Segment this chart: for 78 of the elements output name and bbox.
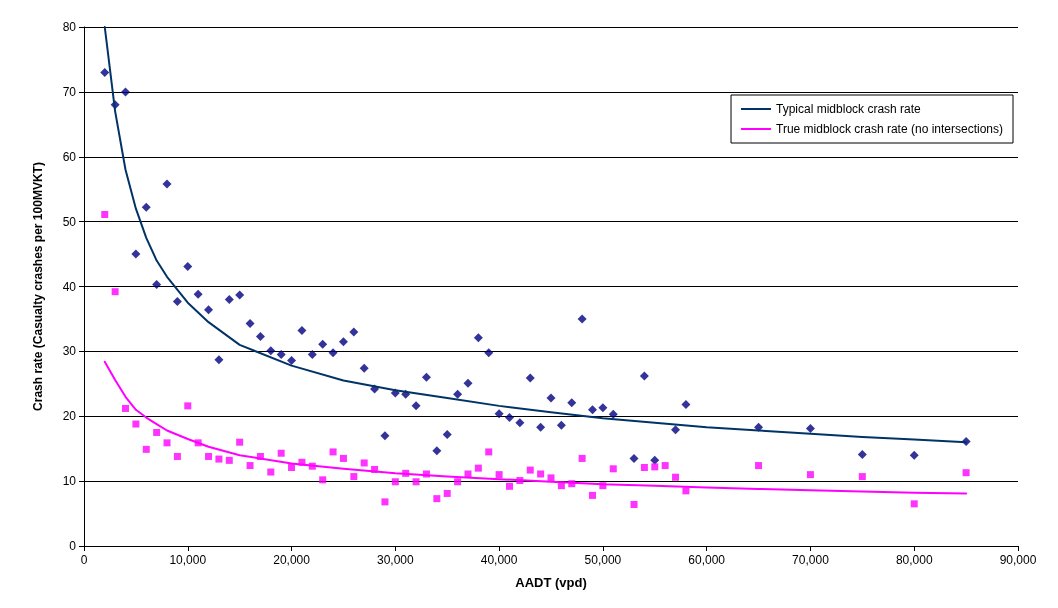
- point: [318, 339, 328, 349]
- point: [359, 363, 369, 373]
- y-tick-label: 80: [62, 20, 77, 34]
- point: [556, 420, 566, 430]
- point: [307, 350, 317, 360]
- x-axis-title: AADT (vpd): [515, 575, 587, 590]
- point: [484, 348, 494, 358]
- point: [349, 327, 359, 337]
- x-tick-label: 70,000: [792, 553, 830, 567]
- x-tick-label: 80,000: [895, 553, 933, 567]
- point: [608, 409, 618, 419]
- point: [432, 446, 442, 456]
- x-tick-label: 90,000: [999, 553, 1037, 567]
- point: [671, 425, 681, 435]
- y-tick-label: 50: [62, 214, 77, 229]
- point: [131, 249, 141, 259]
- point: [172, 296, 182, 306]
- line-series: [103, 360, 968, 495]
- point: [183, 261, 193, 271]
- legend-label: Typical midblock crash rate: [776, 102, 922, 116]
- x-tick-label: 30,000: [376, 553, 415, 567]
- point: [328, 348, 338, 358]
- point: [681, 400, 691, 410]
- point: [214, 355, 224, 365]
- point: [162, 179, 172, 189]
- point: [380, 431, 390, 441]
- y-tick-label: 10: [62, 474, 77, 489]
- point: [235, 290, 245, 300]
- point: [193, 289, 203, 299]
- point: [276, 350, 286, 360]
- point: [805, 424, 815, 434]
- point: [287, 355, 297, 365]
- y-tick-label: 40: [62, 279, 77, 294]
- point: [224, 294, 234, 304]
- legend-label: True midblock crash rate (no intersections): [776, 122, 1004, 136]
- x-tick-label: 10,000: [169, 553, 207, 567]
- point: [639, 371, 649, 381]
- y-tick-label: 0: [69, 539, 77, 553]
- point: [297, 326, 307, 336]
- point: [857, 450, 867, 460]
- point: [504, 413, 514, 423]
- x-tick-label: 50,000: [584, 553, 622, 567]
- x-tick-label: 40,000: [480, 553, 518, 567]
- point: [245, 318, 255, 328]
- point: [473, 333, 483, 343]
- point: [629, 453, 639, 463]
- point: [494, 409, 504, 419]
- y-tick-label: 20: [62, 409, 77, 424]
- point: [100, 67, 110, 77]
- y-axis-title: Crash rate (Casualty crashes per 100MVKT): [31, 162, 45, 411]
- point: [204, 305, 214, 315]
- point: [152, 280, 162, 290]
- point: [338, 337, 348, 347]
- x-tick-label: 0: [80, 553, 88, 567]
- point: [141, 202, 151, 212]
- point: [463, 378, 473, 388]
- point: [266, 346, 276, 356]
- point: [121, 87, 131, 97]
- point: [909, 450, 919, 460]
- x-tick-label: 60,000: [688, 553, 726, 567]
- y-tick-label: 70: [62, 84, 77, 99]
- point: [650, 455, 660, 465]
- point: [453, 389, 463, 399]
- point: [546, 393, 556, 403]
- point: [577, 314, 587, 324]
- x-tick-label: 20,000: [273, 553, 311, 567]
- point: [255, 331, 265, 341]
- point: [588, 405, 598, 415]
- point: [515, 418, 525, 428]
- point: [411, 401, 421, 411]
- y-tick-label: 30: [62, 344, 77, 359]
- point: [567, 398, 577, 408]
- point: [525, 373, 535, 383]
- point: [598, 403, 608, 413]
- y-tick-label: 60: [62, 149, 77, 164]
- point: [421, 372, 431, 382]
- point: [536, 422, 546, 432]
- point: [442, 429, 452, 439]
